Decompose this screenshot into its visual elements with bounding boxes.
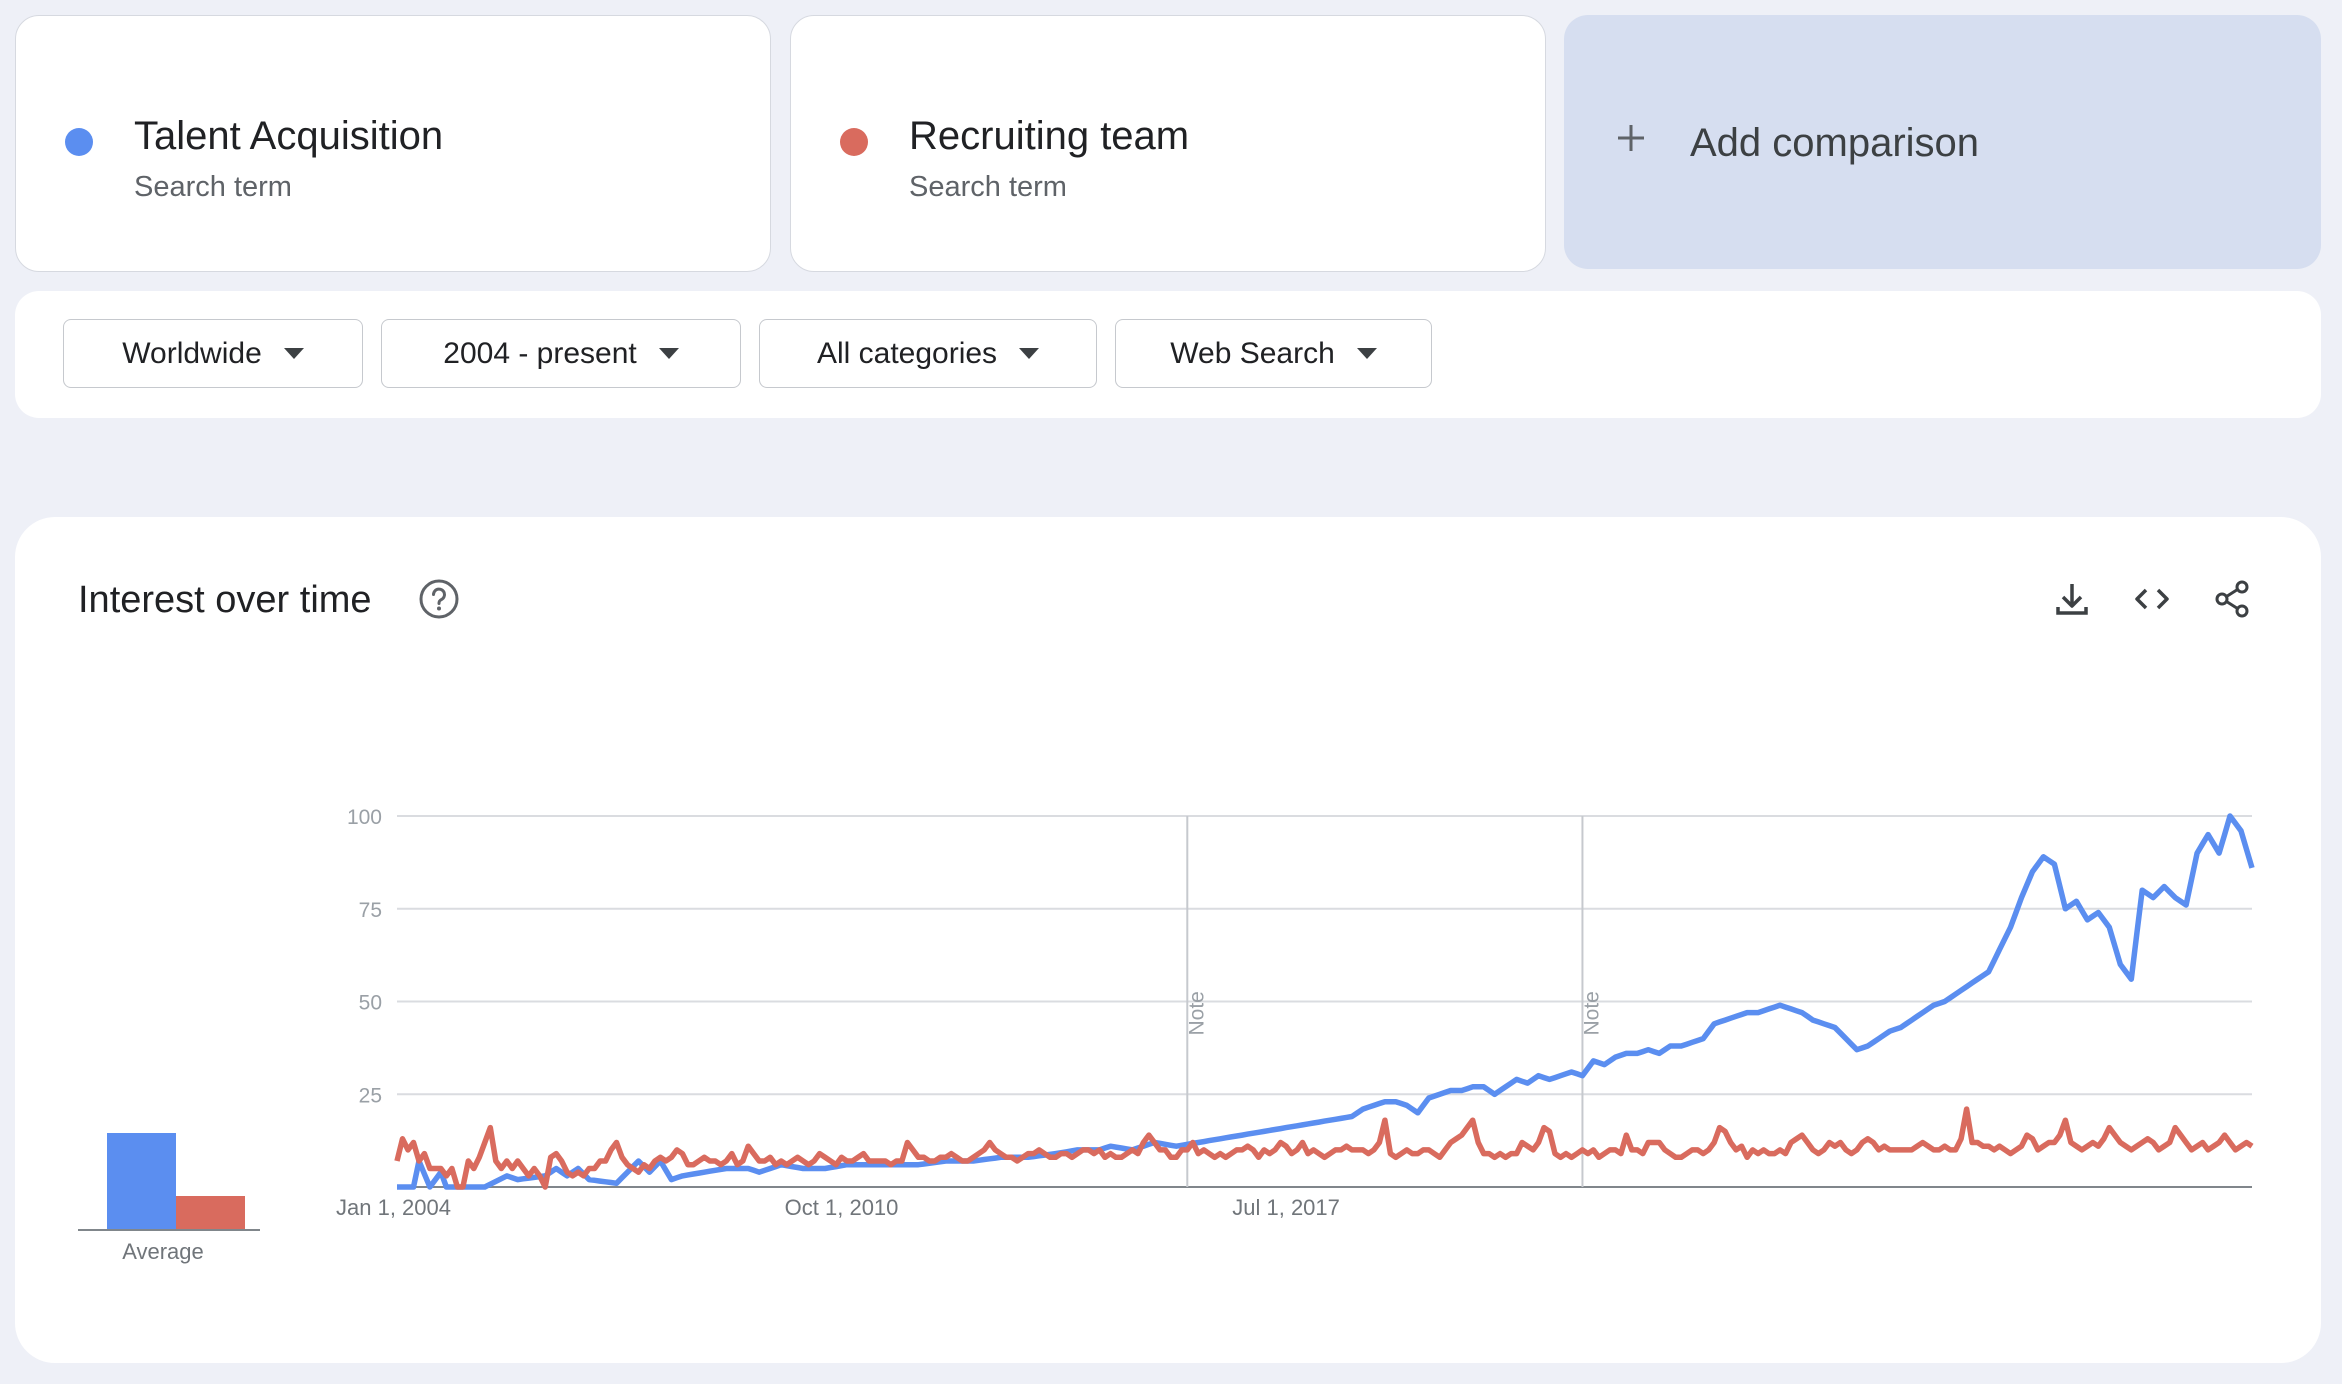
plus-icon (1618, 125, 1644, 151)
term-card-recruiting-team[interactable]: Recruiting team Search term (790, 15, 1546, 272)
category-label: All categories (816, 336, 998, 370)
term-card-talent-acquisition[interactable]: Talent Acquisition Search term (15, 15, 771, 272)
average-bar-recruiting-team (176, 1196, 245, 1229)
add-comparison-label: Add comparison (1690, 121, 1980, 165)
time-period-label: 2004 - present (443, 336, 637, 370)
x-tick-label: Oct 1, 2010 (785, 1195, 899, 1220)
average-chart: Average (63, 1087, 263, 1264)
y-tick-label: 75 (359, 899, 382, 922)
embed-code-icon[interactable] (2132, 579, 2172, 619)
series-dot-icon (65, 128, 93, 156)
time-period-dropdown[interactable]: 2004 - present (381, 319, 741, 388)
average-bar-talent-acquisition (107, 1133, 176, 1229)
x-tick-label: Jul 1, 2017 (1232, 1195, 1340, 1220)
search-type-dropdown[interactable]: Web Search (1115, 319, 1432, 388)
dropdown-caret-icon (1356, 348, 1377, 359)
dropdown-caret-icon (658, 348, 679, 359)
series-dot-icon (840, 128, 868, 156)
note-label[interactable]: Note (1185, 991, 1208, 1035)
x-tick-label: Jan 1, 2004 (336, 1195, 451, 1220)
series-line-recruiting-team[interactable] (394, 1106, 2254, 1190)
interest-over-time-panel: Interest over time Average 100 75 50 25 Not… (15, 517, 2321, 1363)
y-tick-label: 100 (347, 806, 382, 829)
download-icon[interactable] (2052, 579, 2092, 619)
average-label: Average (122, 1239, 204, 1264)
region-label: Worldwide (122, 336, 262, 370)
add-comparison-button[interactable]: Add comparison (1564, 15, 2321, 269)
y-tick-label: 25 (359, 1084, 382, 1107)
region-dropdown[interactable]: Worldwide (63, 319, 363, 388)
note-label[interactable]: Note (1580, 991, 1603, 1035)
share-icon[interactable] (2212, 579, 2252, 619)
category-dropdown[interactable]: All categories (759, 319, 1097, 388)
dropdown-caret-icon (1019, 348, 1040, 359)
dropdown-caret-icon (283, 348, 304, 359)
average-axis (78, 1229, 260, 1231)
panel-title: Interest over time (78, 579, 372, 621)
term-name: Talent Acquisition (134, 114, 444, 158)
search-type-label: Web Search (1170, 336, 1335, 370)
term-name: Recruiting team (909, 114, 1190, 158)
filter-bar: Worldwide 2004 - present All categories … (15, 291, 2321, 418)
term-type: Search term (134, 171, 292, 203)
interest-line-chart: 100 75 50 25 Note Note Jan 1, 2004 Oct 1, 201… (336, 806, 2255, 1220)
series-line-talent-acquisition[interactable] (397, 813, 2255, 1190)
term-type: Search term (909, 171, 1067, 203)
help-circle-icon[interactable] (418, 578, 460, 620)
y-tick-label: 50 (359, 992, 382, 1015)
